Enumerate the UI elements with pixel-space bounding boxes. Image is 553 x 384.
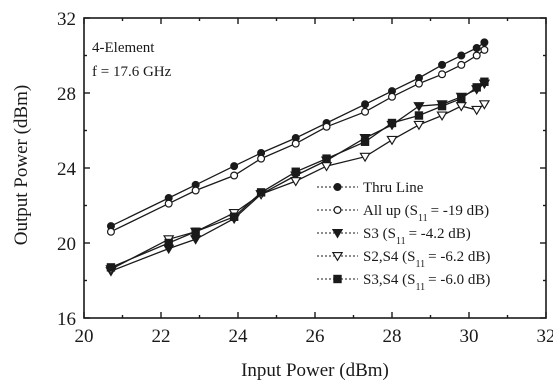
x-tick-label: 22: [152, 326, 171, 347]
legend-entry-4: S2,S4 (S11 = -6.2 dB): [317, 249, 490, 270]
data-point: [257, 154, 266, 163]
y-tick-label: 24: [57, 159, 77, 180]
data-point: [438, 70, 447, 79]
annotation-box: 4-Element f = 17.6 GHz: [92, 40, 172, 80]
x-tick-label: 20: [75, 326, 94, 347]
x-tick-label: 28: [383, 326, 402, 347]
data-point: [457, 60, 466, 69]
data-point: [229, 212, 239, 221]
legend-label: S3 (S11 = -4.2 dB): [363, 226, 471, 247]
y-tick-label: 32: [57, 9, 76, 30]
legend-entry-1: Thru Line: [317, 180, 424, 196]
legend-entry-5: S3,S4 (S11 = -6.0 dB): [317, 272, 490, 293]
data-point: [164, 238, 173, 248]
data-point: [386, 135, 398, 146]
y-tick-label: 28: [57, 84, 76, 105]
legend-marker: [333, 206, 342, 215]
data-point: [322, 122, 331, 131]
data-point: [457, 94, 466, 103]
legend-label: All up (S11 = -19 dB): [363, 203, 489, 224]
legend-entry-2: All up (S11 = -19 dB): [317, 203, 489, 224]
data-point: [320, 162, 333, 172]
y-tick-label: 20: [57, 234, 76, 255]
data-point: [387, 118, 397, 128]
x-tick-label: 24: [229, 326, 249, 347]
series-4: [105, 100, 491, 275]
legend-marker: [331, 228, 344, 239]
y-axis-label: Output Power (dBm): [11, 85, 32, 245]
legend: Thru Line All up (S11 = -19 dB)S3 (S11 = -4…: [317, 180, 490, 293]
data-point: [361, 107, 370, 116]
x-axis-label: Input Power (dBm): [241, 360, 389, 381]
data-point: [414, 111, 424, 120]
data-point: [480, 38, 489, 47]
data-point: [256, 188, 266, 197]
legend-entry-3: S3 (S11 = -4.2 dB): [317, 226, 471, 247]
legend-marker: [333, 183, 342, 192]
data-point: [290, 177, 302, 187]
data-point: [413, 102, 425, 112]
data-point: [478, 100, 491, 110]
data-point: [388, 92, 397, 101]
legend-label: S3,S4 (S11 = -6.0 dB): [363, 272, 490, 293]
data-point: [230, 162, 239, 171]
data-point: [291, 167, 300, 176]
series-layer: [105, 38, 491, 277]
data-point: [191, 227, 200, 236]
data-point: [413, 120, 425, 131]
data-point: [361, 100, 370, 109]
y-tick-label: 16: [57, 309, 76, 330]
data-point: [472, 83, 481, 92]
data-point: [437, 101, 447, 111]
series-1: [106, 38, 489, 231]
data-point: [436, 111, 448, 122]
data-point: [472, 51, 481, 60]
series-5: [106, 77, 489, 272]
data-point: [230, 171, 239, 180]
data-point: [106, 263, 116, 272]
data-point: [164, 199, 173, 208]
data-point: [322, 154, 331, 163]
x-tick-label: 30: [460, 326, 479, 347]
legend-marker: [333, 274, 342, 284]
data-point: [291, 139, 300, 148]
legend-label: Thru Line: [363, 180, 424, 196]
data-point: [480, 77, 489, 86]
annotation-frequency: f = 17.6 GHz: [92, 64, 172, 80]
data-point: [359, 152, 371, 163]
legend-label: S2,S4 (S11 = -6.2 dB): [363, 249, 490, 270]
data-point: [438, 60, 447, 69]
data-point: [457, 51, 466, 60]
data-point: [106, 227, 115, 236]
data-point: [471, 105, 483, 116]
x-tick-label: 32: [537, 326, 553, 347]
annotation-element-count: 4-Element: [92, 40, 155, 56]
legend-marker: [331, 251, 344, 262]
data-point: [191, 186, 200, 195]
axis-labels: Input Power (dBm) Output Power (dBm): [11, 85, 389, 381]
data-point: [414, 79, 423, 88]
data-point: [472, 43, 481, 52]
x-tick-label: 26: [306, 326, 325, 347]
data-point: [360, 137, 370, 146]
data-point: [480, 45, 489, 54]
series-2: [106, 45, 489, 236]
